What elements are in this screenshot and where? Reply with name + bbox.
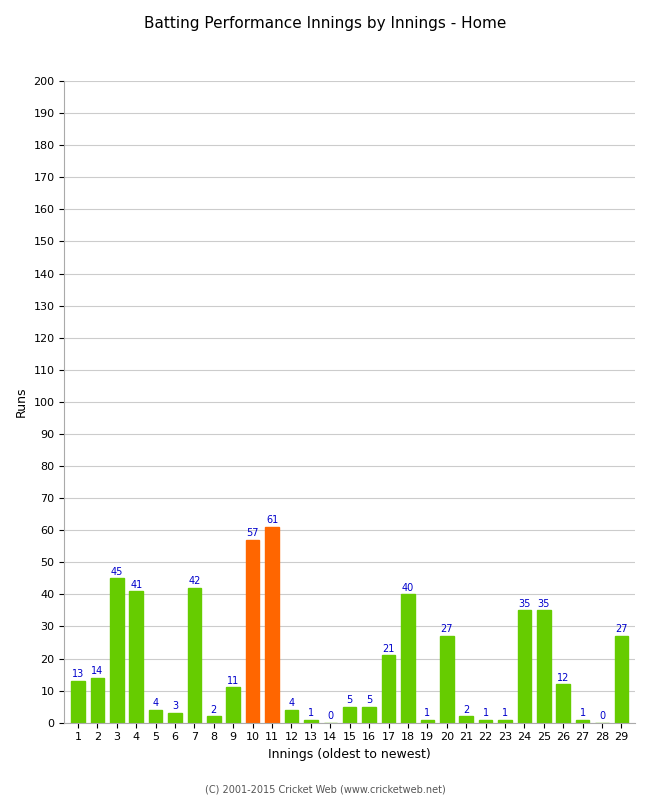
Text: 40: 40 <box>402 582 414 593</box>
Text: (C) 2001-2015 Cricket Web (www.cricketweb.net): (C) 2001-2015 Cricket Web (www.cricketwe… <box>205 784 445 794</box>
Text: 11: 11 <box>227 676 239 686</box>
Text: 14: 14 <box>91 666 103 676</box>
Bar <box>576 719 590 722</box>
Bar <box>362 706 376 722</box>
Bar <box>226 687 240 722</box>
Text: 5: 5 <box>346 695 353 705</box>
Text: 1: 1 <box>308 708 314 718</box>
Text: 35: 35 <box>538 599 550 609</box>
Bar <box>207 716 220 722</box>
Text: 1: 1 <box>502 708 508 718</box>
Text: 42: 42 <box>188 576 201 586</box>
X-axis label: Innings (oldest to newest): Innings (oldest to newest) <box>268 748 431 761</box>
Bar <box>615 636 628 722</box>
Text: 4: 4 <box>289 698 294 708</box>
Bar <box>72 681 84 722</box>
Text: 27: 27 <box>615 625 628 634</box>
Text: 1: 1 <box>482 708 489 718</box>
Text: 41: 41 <box>130 579 142 590</box>
Y-axis label: Runs: Runs <box>15 386 28 417</box>
Text: 3: 3 <box>172 702 178 711</box>
Bar <box>285 710 298 722</box>
Bar <box>129 591 143 722</box>
Text: 61: 61 <box>266 515 278 526</box>
Text: 5: 5 <box>366 695 372 705</box>
Bar <box>479 719 492 722</box>
Text: 2: 2 <box>463 705 469 714</box>
Bar <box>517 610 531 722</box>
Text: 1: 1 <box>424 708 430 718</box>
Bar <box>537 610 551 722</box>
Text: 1: 1 <box>580 708 586 718</box>
Bar <box>440 636 454 722</box>
Text: 35: 35 <box>518 599 530 609</box>
Text: 12: 12 <box>557 673 569 682</box>
Bar <box>382 655 395 722</box>
Bar <box>556 684 570 722</box>
Bar <box>246 540 259 722</box>
Bar <box>90 678 104 722</box>
Text: 57: 57 <box>246 528 259 538</box>
Bar <box>304 719 318 722</box>
Bar <box>110 578 124 722</box>
Text: 13: 13 <box>72 670 84 679</box>
Text: 27: 27 <box>441 625 453 634</box>
Text: Batting Performance Innings by Innings - Home: Batting Performance Innings by Innings -… <box>144 16 506 31</box>
Bar <box>401 594 415 722</box>
Bar <box>498 719 512 722</box>
Bar <box>460 716 473 722</box>
Text: 0: 0 <box>327 711 333 721</box>
Bar <box>188 588 202 722</box>
Bar <box>343 706 356 722</box>
Bar <box>149 710 162 722</box>
Text: 0: 0 <box>599 711 605 721</box>
Bar <box>168 713 182 722</box>
Text: 21: 21 <box>382 644 395 654</box>
Bar <box>421 719 434 722</box>
Text: 2: 2 <box>211 705 217 714</box>
Text: 45: 45 <box>111 566 123 577</box>
Bar <box>265 527 279 722</box>
Text: 4: 4 <box>153 698 159 708</box>
